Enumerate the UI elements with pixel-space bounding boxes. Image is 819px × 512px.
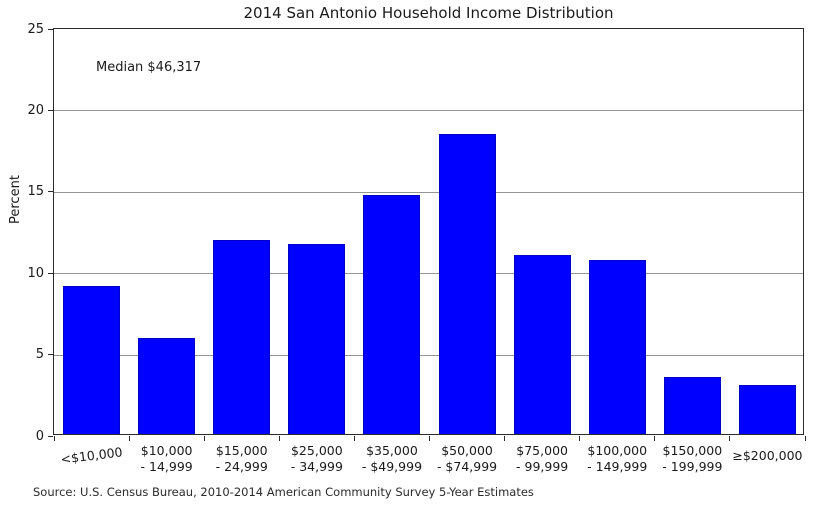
x-tick-label-line: - 14,999 <box>140 459 193 474</box>
x-tick-label-0: <$10,000 <box>53 443 129 468</box>
x-tick-mark-1 <box>128 436 130 441</box>
gridline-10 <box>54 273 803 275</box>
x-tick-label-9: ≥$200,000 <box>730 448 805 464</box>
x-tick-label-3: $25,000- 34,999 <box>279 443 354 475</box>
x-tick-label-line: $10,000 <box>140 443 193 458</box>
bar-1 <box>138 337 196 434</box>
y-tick-label-0: 0 <box>35 428 44 444</box>
bar-3 <box>288 243 346 434</box>
y-tick-mark-20 <box>48 109 53 111</box>
gridline-15 <box>54 191 803 193</box>
x-tick-mark-9 <box>729 436 731 441</box>
bar-8 <box>663 377 721 434</box>
x-tick-label-line: ≥$200,000 <box>732 448 803 463</box>
bar-0 <box>63 285 121 434</box>
x-tick-label-line: - $74,999 <box>436 459 498 474</box>
bar-4 <box>363 194 421 434</box>
x-tick-mark-10 <box>804 436 806 441</box>
x-tick-mark-2 <box>203 436 205 441</box>
x-tick-mark-0 <box>53 436 55 441</box>
x-tick-label-line: - $49,999 <box>361 459 423 474</box>
x-tick-label-line: $25,000 <box>290 443 343 458</box>
y-tick-label-10: 10 <box>27 265 44 281</box>
x-tick-mark-6 <box>504 436 506 441</box>
y-tick-label-5: 5 <box>35 347 44 363</box>
x-tick-mark-4 <box>353 436 355 441</box>
y-tick-mark-15 <box>48 191 53 193</box>
x-tick-label-line: <$10,000 <box>59 444 124 467</box>
source-note: Source: U.S. Census Bureau, 2010-2014 Am… <box>33 485 534 499</box>
plot-area: Percent Median $46,317 0 5 10 15 20 25 <$10,00… <box>8 23 806 474</box>
x-tick-label-1: $10,000- 14,999 <box>129 443 204 475</box>
x-tick-label-line: $100,000 <box>587 443 648 458</box>
y-tick-mark-0 <box>48 435 53 437</box>
x-tick-label-line: $75,000 <box>516 443 568 458</box>
x-tick-label-line: - 149,999 <box>587 459 648 474</box>
x-tick-mark-3 <box>278 436 280 441</box>
x-tick-label-2: $15,000- 24,999 <box>204 443 279 475</box>
x-tick-label-line: $35,000 <box>366 443 418 458</box>
x-tick-label-6: $75,000- 99,999 <box>505 443 580 475</box>
chart-title: 2014 San Antonio Household Income Distri… <box>243 4 614 22</box>
x-tick-label-line: - 99,999 <box>516 459 569 474</box>
x-tick-label-5: $50,000- $74,999 <box>430 443 505 475</box>
y-tick-mark-10 <box>48 272 53 274</box>
x-tick-mark-5 <box>429 436 430 441</box>
x-tick-label-7: $100,000- 149,999 <box>580 443 655 475</box>
x-tick-label-8: $150,000- 199,999 <box>655 443 730 475</box>
x-tick-mark-8 <box>654 436 656 441</box>
bar-6 <box>513 254 571 434</box>
gridline-20 <box>54 110 803 112</box>
y-axis-title: Percent <box>8 175 23 224</box>
x-tick-label-4: $35,000- $49,999 <box>354 443 429 475</box>
bar-5 <box>438 134 496 434</box>
median-annotation: Median $46,317 <box>96 60 202 75</box>
y-tick-label-25: 25 <box>27 21 44 37</box>
y-tick-mark-5 <box>48 354 53 356</box>
x-tick-label-line: $50,000 <box>441 443 493 458</box>
x-tick-label-line: - 24,999 <box>215 459 268 474</box>
bar-2 <box>213 240 271 434</box>
bar-9 <box>738 385 796 434</box>
y-tick-label-15: 15 <box>27 184 44 200</box>
x-tick-mark-7 <box>579 436 581 441</box>
x-tick-label-line: - 199,999 <box>662 459 723 474</box>
bar-7 <box>588 259 646 434</box>
x-tick-label-line: $150,000 <box>662 443 723 458</box>
gridline-5 <box>54 354 803 356</box>
x-tick-label-line: - 34,999 <box>290 459 343 474</box>
y-tick-mark-25 <box>48 28 53 30</box>
x-tick-label-line: $15,000 <box>215 443 268 458</box>
y-tick-label-20: 20 <box>27 102 44 118</box>
